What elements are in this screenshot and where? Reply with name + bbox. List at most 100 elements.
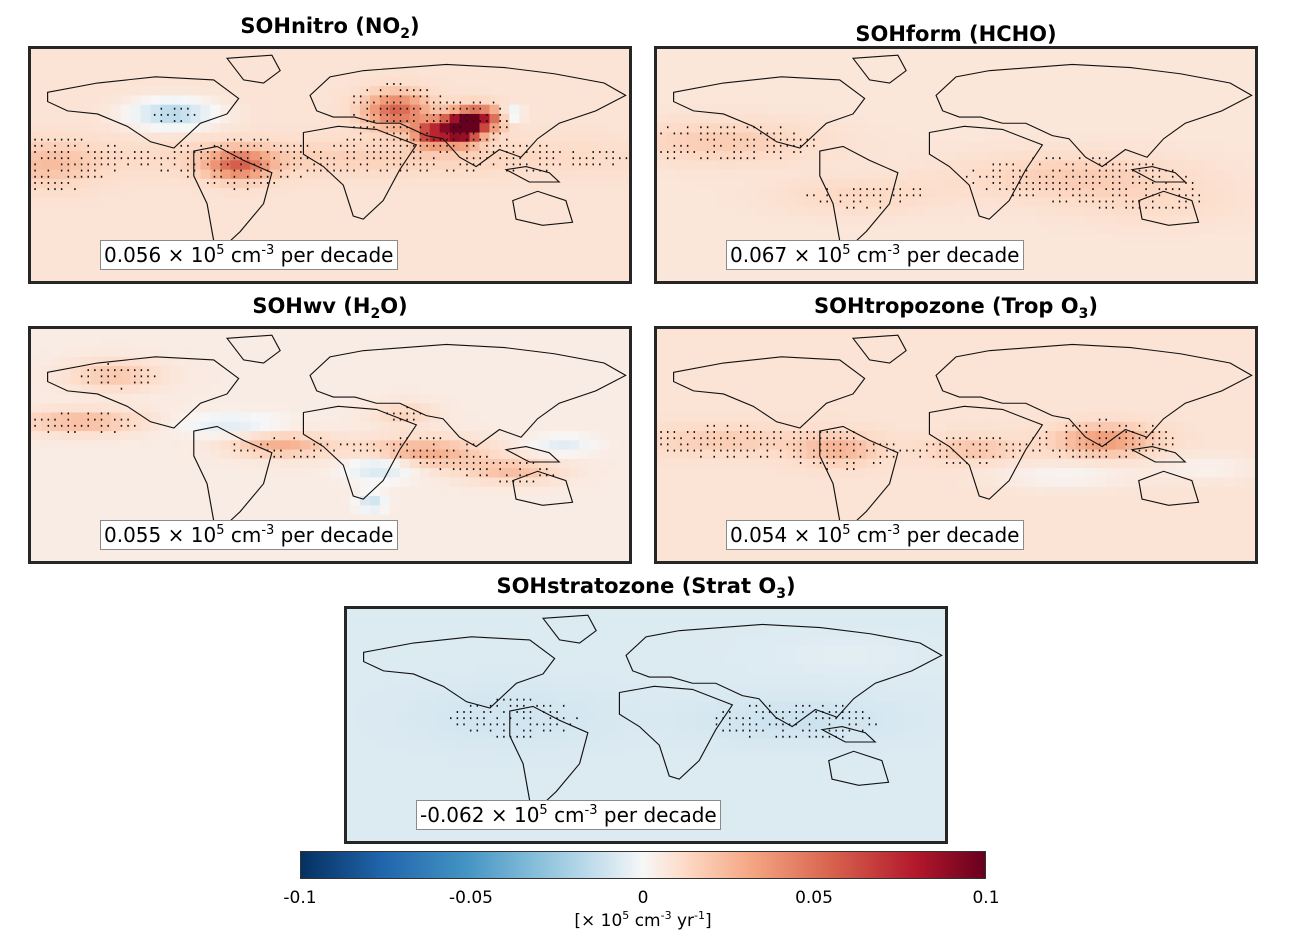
heatmap-cell [31, 338, 42, 349]
heatmap-cell [180, 271, 191, 281]
heatmap-cell [120, 197, 132, 208]
heatmap-cell [906, 225, 917, 236]
significance-dot [746, 138, 749, 141]
heatmap-cell [1035, 58, 1047, 69]
heatmap-cell [280, 458, 291, 469]
significance-dot [492, 138, 495, 141]
heatmap-cell [260, 338, 271, 349]
heatmap-cell [240, 505, 251, 516]
heatmap-cell [479, 49, 490, 59]
heatmap-cell [409, 216, 421, 226]
heatmap-cell [696, 243, 708, 254]
heatmap-cell [70, 95, 82, 106]
heatmap-cell [549, 160, 560, 171]
heatmap-cell [60, 225, 72, 236]
heatmap-cell [389, 366, 401, 376]
heatmap-cell [110, 393, 122, 404]
heatmap-cell [50, 375, 62, 386]
heatmap-cell [706, 49, 718, 59]
heatmap-cell [300, 440, 311, 451]
heatmap-cell [599, 477, 610, 488]
heatmap-cell [569, 477, 580, 488]
heatmap-cell [519, 169, 530, 180]
significance-dot [472, 138, 475, 141]
significance-dot [439, 95, 442, 98]
heatmap-cell [569, 86, 580, 96]
heatmap-cell [965, 58, 977, 69]
heatmap-cell [1085, 76, 1097, 87]
heatmap-cell [220, 132, 231, 143]
heatmap-cell [70, 216, 82, 226]
heatmap-cell [170, 271, 181, 281]
heatmap-cell [100, 160, 112, 171]
significance-dot [386, 138, 388, 141]
significance-dot [306, 157, 309, 160]
significance-dot [479, 163, 481, 166]
heatmap-cell [975, 160, 987, 171]
heatmap-cell [686, 132, 698, 143]
heatmap-cell [479, 384, 490, 395]
heatmap-cell [160, 104, 172, 115]
heatmap-cell [666, 271, 678, 281]
heatmap-cell [1115, 188, 1126, 198]
heatmap-cell [250, 113, 261, 124]
heatmap-cell [916, 104, 927, 115]
significance-dot [759, 126, 762, 129]
significance-dot [452, 144, 455, 147]
heatmap-cell [439, 76, 451, 87]
significance-dot [499, 120, 501, 123]
heatmap-cell [140, 49, 152, 59]
heatmap-cell [449, 178, 461, 189]
heatmap-cell [180, 151, 191, 161]
heatmap-cell [320, 271, 331, 281]
significance-dot [1078, 194, 1081, 197]
heatmap-cell [130, 216, 142, 226]
heatmap-cell [619, 225, 629, 236]
heatmap-cell [1165, 253, 1176, 263]
significance-dot [60, 157, 63, 160]
heatmap-cell [519, 178, 530, 189]
heatmap-cell [409, 67, 421, 78]
heatmap-cell [379, 67, 391, 78]
heatmap-cell [300, 95, 311, 106]
heatmap-cell [776, 58, 788, 69]
heatmap-cell [489, 58, 500, 69]
heatmap-cell [200, 329, 211, 339]
heatmap-cell [746, 160, 758, 171]
significance-dot [253, 138, 256, 141]
significance-dot [127, 157, 129, 160]
heatmap-cell [150, 356, 162, 367]
heatmap-cell [1055, 86, 1067, 96]
heatmap-cell [170, 86, 181, 96]
heatmap-cell [40, 338, 52, 349]
heatmap-cell [816, 67, 827, 78]
heatmap-cell [1235, 188, 1246, 198]
significance-dot [1085, 175, 1088, 178]
heatmap-cell [676, 151, 688, 161]
heatmap-cell [150, 216, 162, 226]
significance-dot [585, 163, 588, 166]
significance-dot [1145, 194, 1147, 197]
heatmap-cell [469, 421, 480, 432]
heatmap-cell [599, 132, 610, 143]
heatmap-cell [926, 49, 937, 59]
heatmap-cell [509, 468, 520, 478]
heatmap-cell [459, 338, 471, 349]
significance-dot [373, 151, 375, 153]
heatmap-cell [806, 86, 817, 96]
heatmap-cell [349, 375, 361, 386]
heatmap-cell [856, 178, 867, 189]
heatmap-cell [589, 234, 600, 245]
heatmap-cell [50, 271, 62, 281]
heatmap-cell [200, 356, 211, 367]
heatmap-cell [549, 496, 560, 506]
heatmap-cell [449, 225, 461, 236]
heatmap-cell [180, 123, 191, 133]
significance-dot [1078, 200, 1081, 203]
heatmap-cell [519, 486, 530, 497]
heatmap-cell [379, 271, 391, 281]
heatmap-cell [1155, 206, 1166, 217]
heatmap-cell [359, 206, 371, 217]
heatmap-cell [736, 151, 748, 161]
heatmap-cell [559, 253, 570, 263]
